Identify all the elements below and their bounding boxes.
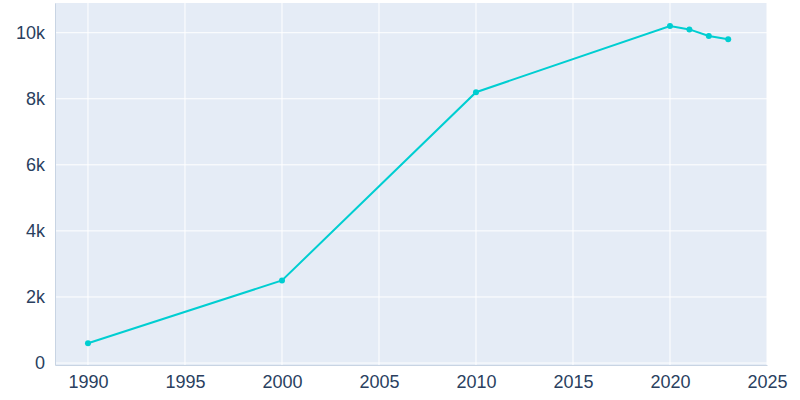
y-grid-line (55, 32, 767, 33)
marker (667, 23, 673, 29)
marker (473, 89, 479, 95)
y-grid-line (55, 164, 767, 165)
y-tick-label: 6k (26, 155, 46, 175)
x-grid-line (669, 3, 670, 365)
y-tick-label: 2k (26, 287, 46, 307)
y-grid-line (55, 296, 767, 297)
x-tick: 2000 (262, 365, 302, 392)
x-grid-line (87, 3, 88, 365)
x-tick: 2015 (553, 365, 593, 392)
series (85, 23, 731, 346)
y-tick: 0 (35, 353, 55, 373)
x-tick: 1995 (165, 365, 205, 392)
y-tick: 4k (26, 221, 55, 241)
y-tick-label: 10k (16, 23, 46, 43)
x-tick-label: 2020 (650, 372, 690, 392)
chart: 1990 1995 2000 2005 2010 2015 2020 2025 0 2k 4k 6k 8… (0, 0, 800, 400)
x-tick-label: 2000 (262, 372, 302, 392)
x-grid-line (475, 3, 476, 365)
y-grid-line (55, 230, 767, 231)
plot-background (55, 3, 767, 365)
y-tick-label: 0 (35, 353, 45, 373)
marker (686, 26, 692, 32)
y-tick: 2k (26, 287, 55, 307)
x-tick-label: 2025 (747, 372, 787, 392)
x-tick-label: 2010 (456, 372, 496, 392)
marker (279, 277, 285, 283)
line (88, 26, 728, 343)
x-tick: 2025 (747, 365, 787, 392)
x-grid-line (572, 3, 573, 365)
y-tick-label: 4k (26, 221, 46, 241)
y-axis-line (55, 4, 56, 366)
y-grid-line (55, 363, 767, 364)
y-tick: 8k (26, 89, 55, 109)
x-tick-label: 2005 (359, 372, 399, 392)
x-tick-label: 1995 (165, 372, 205, 392)
x-grid-line (767, 3, 768, 365)
y-grid-line (55, 98, 767, 99)
y-axis: 0 2k 4k 6k 8k 10k (16, 4, 56, 374)
y-tick-label: 8k (26, 89, 46, 109)
x-grid-line (281, 3, 282, 365)
x-tick: 2010 (456, 365, 496, 392)
marker (85, 340, 91, 346)
x-tick: 2020 (650, 365, 690, 392)
y-tick: 10k (16, 23, 55, 43)
x-tick-label: 1990 (68, 372, 108, 392)
y-tick: 6k (26, 155, 55, 175)
x-tick-label: 2015 (553, 372, 593, 392)
x-axis: 1990 1995 2000 2005 2010 2015 2020 2025 (56, 365, 788, 392)
x-tick: 2005 (359, 365, 399, 392)
x-tick: 1990 (68, 365, 108, 392)
marker (725, 36, 731, 42)
x-grid-line (378, 3, 379, 365)
marker (706, 33, 712, 39)
plot: 1990 1995 2000 2005 2010 2015 2020 2025 0 2k 4k 6k 8… (16, 3, 788, 392)
grid (55, 3, 767, 365)
x-axis-line (56, 365, 768, 366)
